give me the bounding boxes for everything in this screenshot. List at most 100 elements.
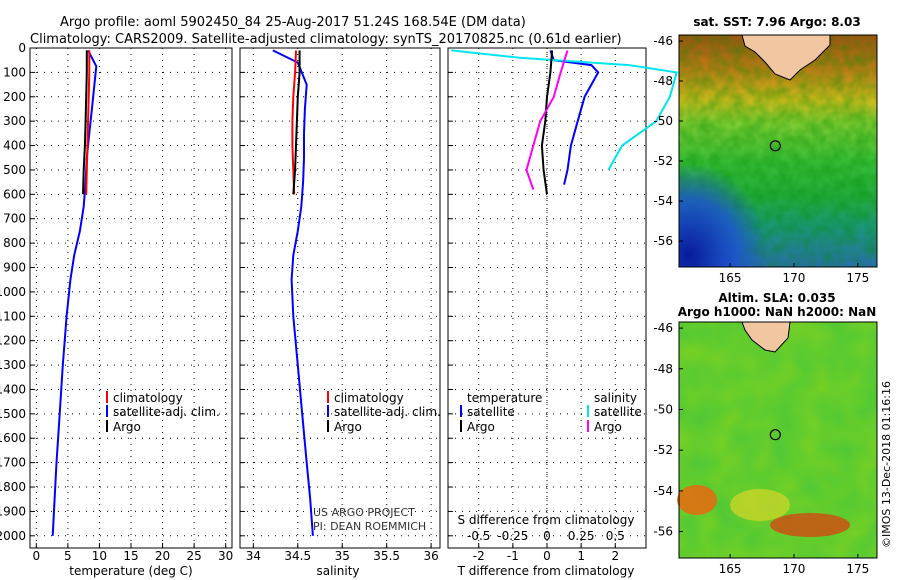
- depth-tick-label: 1600: [0, 431, 26, 445]
- tick-label-x: 36: [423, 549, 438, 563]
- tick-label-x: -2: [473, 549, 485, 563]
- sst-land-new-zealand: [741, 34, 831, 81]
- legend-temperature-title: temperature: [467, 391, 542, 405]
- s-tick-label: -0.25: [497, 529, 528, 543]
- legend-satellite: satellite-adj. clim.: [113, 405, 220, 419]
- legend-satellite: satellite-adj. clim.: [334, 405, 441, 419]
- tick-label-x: 34.5: [284, 549, 311, 563]
- difference-panel: -2 -1 0 1 2 -0.5 -0.25 0 0.25 0.5 T difference f…: [447, 47, 678, 578]
- legend-salinity-title: salinity: [594, 391, 637, 405]
- depth-tick-label: 1100: [0, 309, 26, 323]
- salinity-plot-frame: [239, 47, 441, 549]
- map-tick-label-y: -54: [653, 484, 673, 498]
- difference-legend: temperature satellite Argo salinity sate…: [460, 391, 642, 434]
- depth-tick-labels: 0 100 200 300 400 500 600 700 800 900 1000 1100 1200…: [0, 41, 26, 543]
- temperature-legend: climatology satellite-adj. clim. Argo: [106, 391, 220, 434]
- sla-anomaly-1: [677, 485, 717, 515]
- tick-label-x: 5: [64, 549, 72, 563]
- map-tick-label-y: -52: [653, 443, 673, 457]
- depth-tick-label: 600: [3, 187, 26, 201]
- temperature-grid: [30, 47, 232, 548]
- salinity-xlabel: salinity: [316, 564, 359, 578]
- depth-tick-label: 1000: [0, 285, 26, 299]
- legend-climatology: climatology: [113, 391, 183, 405]
- depth-tick-label: 0: [18, 41, 26, 55]
- line-satellite-salinity: [272, 49, 314, 536]
- depth-tick-label: 200: [3, 90, 26, 104]
- map-tick-label-x: 165: [719, 562, 742, 576]
- difference-lines: [451, 48, 678, 548]
- map-tick-label-y: -56: [653, 234, 673, 248]
- line-s-satellite-diff: [451, 49, 678, 171]
- line-argo-salinity: [292, 50, 301, 195]
- t-difference-tick-labels: -2 -1 0 1 2: [473, 549, 619, 563]
- map-tick-label-y: -46: [653, 34, 673, 48]
- temperature-tick-labels: 0 5 10 15 20 25 30: [32, 549, 233, 563]
- tick-label-x: 34: [246, 549, 261, 563]
- depth-tick-label: 1300: [0, 358, 26, 372]
- s-tick-label: 0.25: [568, 529, 595, 543]
- map-tick-label-x: 175: [846, 271, 869, 285]
- salinity-legend: climatology satellite-adj. clim. Argo: [327, 391, 441, 434]
- line-t-satellite-diff: [549, 50, 600, 185]
- tick-label-x: 20: [155, 549, 170, 563]
- s-difference-xlabel: S difference from climatology: [458, 513, 635, 527]
- line-t-argo-diff: [540, 50, 554, 195]
- map-tick-label-y: -48: [653, 74, 673, 88]
- legend-t-satellite: satellite: [467, 405, 515, 419]
- depth-tick-label: 900: [3, 261, 26, 275]
- sst-map: sat. SST: 7.96 Argo: 8.03 165 170 175 -46 -4…: [653, 15, 878, 285]
- sst-map-frame: [678, 34, 878, 268]
- map-tick-label-y: -52: [653, 154, 673, 168]
- map-tick-label-x: 170: [783, 271, 806, 285]
- tick-label-x: 35: [335, 549, 350, 563]
- s-tick-label: -0.5: [467, 529, 490, 543]
- tick-label-x: 25: [186, 549, 201, 563]
- legend-argo: Argo: [334, 420, 362, 434]
- sla-land-new-zealand: [741, 321, 791, 353]
- imos-credit: ©IMOS 13-Dec-2018 01:16:16: [880, 381, 893, 548]
- depth-tick-label: 1200: [0, 334, 26, 348]
- tick-label-x: 30: [218, 549, 233, 563]
- map-tick-label-y: -56: [653, 525, 673, 539]
- sst-map-ticks: 165 170 175 -46 -48 -50 -52 -54 -56: [653, 34, 869, 285]
- line-s-argo-diff: [525, 50, 569, 190]
- s-difference-tick-labels: -0.5-0.2500.250.5: [467, 529, 625, 543]
- tick-label-x: 15: [123, 549, 138, 563]
- t-difference-xlabel: T difference from climatology: [457, 564, 635, 578]
- depth-tick-label: 1700: [0, 456, 26, 470]
- project-credit-line-2: PI: DEAN ROEMMICH: [313, 520, 426, 533]
- tick-label-x: 0: [543, 549, 551, 563]
- depth-tick-label: 1500: [0, 407, 26, 421]
- legend-s-satellite: satellite: [594, 405, 642, 419]
- depth-tick-label: 1800: [0, 480, 26, 494]
- sla-anomaly-2: [770, 513, 850, 537]
- legend-argo: Argo: [113, 420, 141, 434]
- salinity-panel: 34 34.5 35 35.5 36 salinity climatology sate…: [239, 47, 441, 578]
- salinity-grid: [240, 47, 440, 548]
- tick-label-x: 10: [92, 549, 107, 563]
- temperature-lines: [51, 49, 98, 536]
- line-argo-temperature: [82, 50, 88, 195]
- s-tick-label: 0.5: [606, 529, 625, 543]
- tick-label-x: 1: [577, 549, 585, 563]
- title-line-2: Climatology: CARS2009. Satellite-adjuste…: [30, 32, 622, 47]
- depth-tick-label: 100: [3, 65, 26, 79]
- map-tick-label-y: -46: [653, 321, 673, 335]
- temperature-plot-frame: [29, 47, 233, 549]
- depth-tick-label: 2000: [0, 529, 26, 543]
- line-climatology-salinity: [291, 50, 297, 195]
- line-satellite-temperature: [51, 49, 98, 536]
- sla-map: Altim. SLA: 0.035 Argo h1000: NaN h2000:…: [653, 291, 878, 576]
- sla-map-frame: [678, 321, 878, 559]
- line-climatology-temperature: [85, 50, 91, 195]
- map-tick-label-x: 175: [846, 562, 869, 576]
- sla-map-subtitle: Argo h1000: NaN h2000: NaN: [678, 305, 877, 319]
- legend-t-argo: Argo: [467, 420, 495, 434]
- depth-tick-label: 700: [3, 212, 26, 226]
- sla-argo-marker: [769, 429, 781, 441]
- map-tick-label-y: -50: [653, 402, 673, 416]
- depth-tick-label: 1400: [0, 382, 26, 396]
- temperature-panel: 0100200300400500600700800900100011001200…: [0, 41, 233, 578]
